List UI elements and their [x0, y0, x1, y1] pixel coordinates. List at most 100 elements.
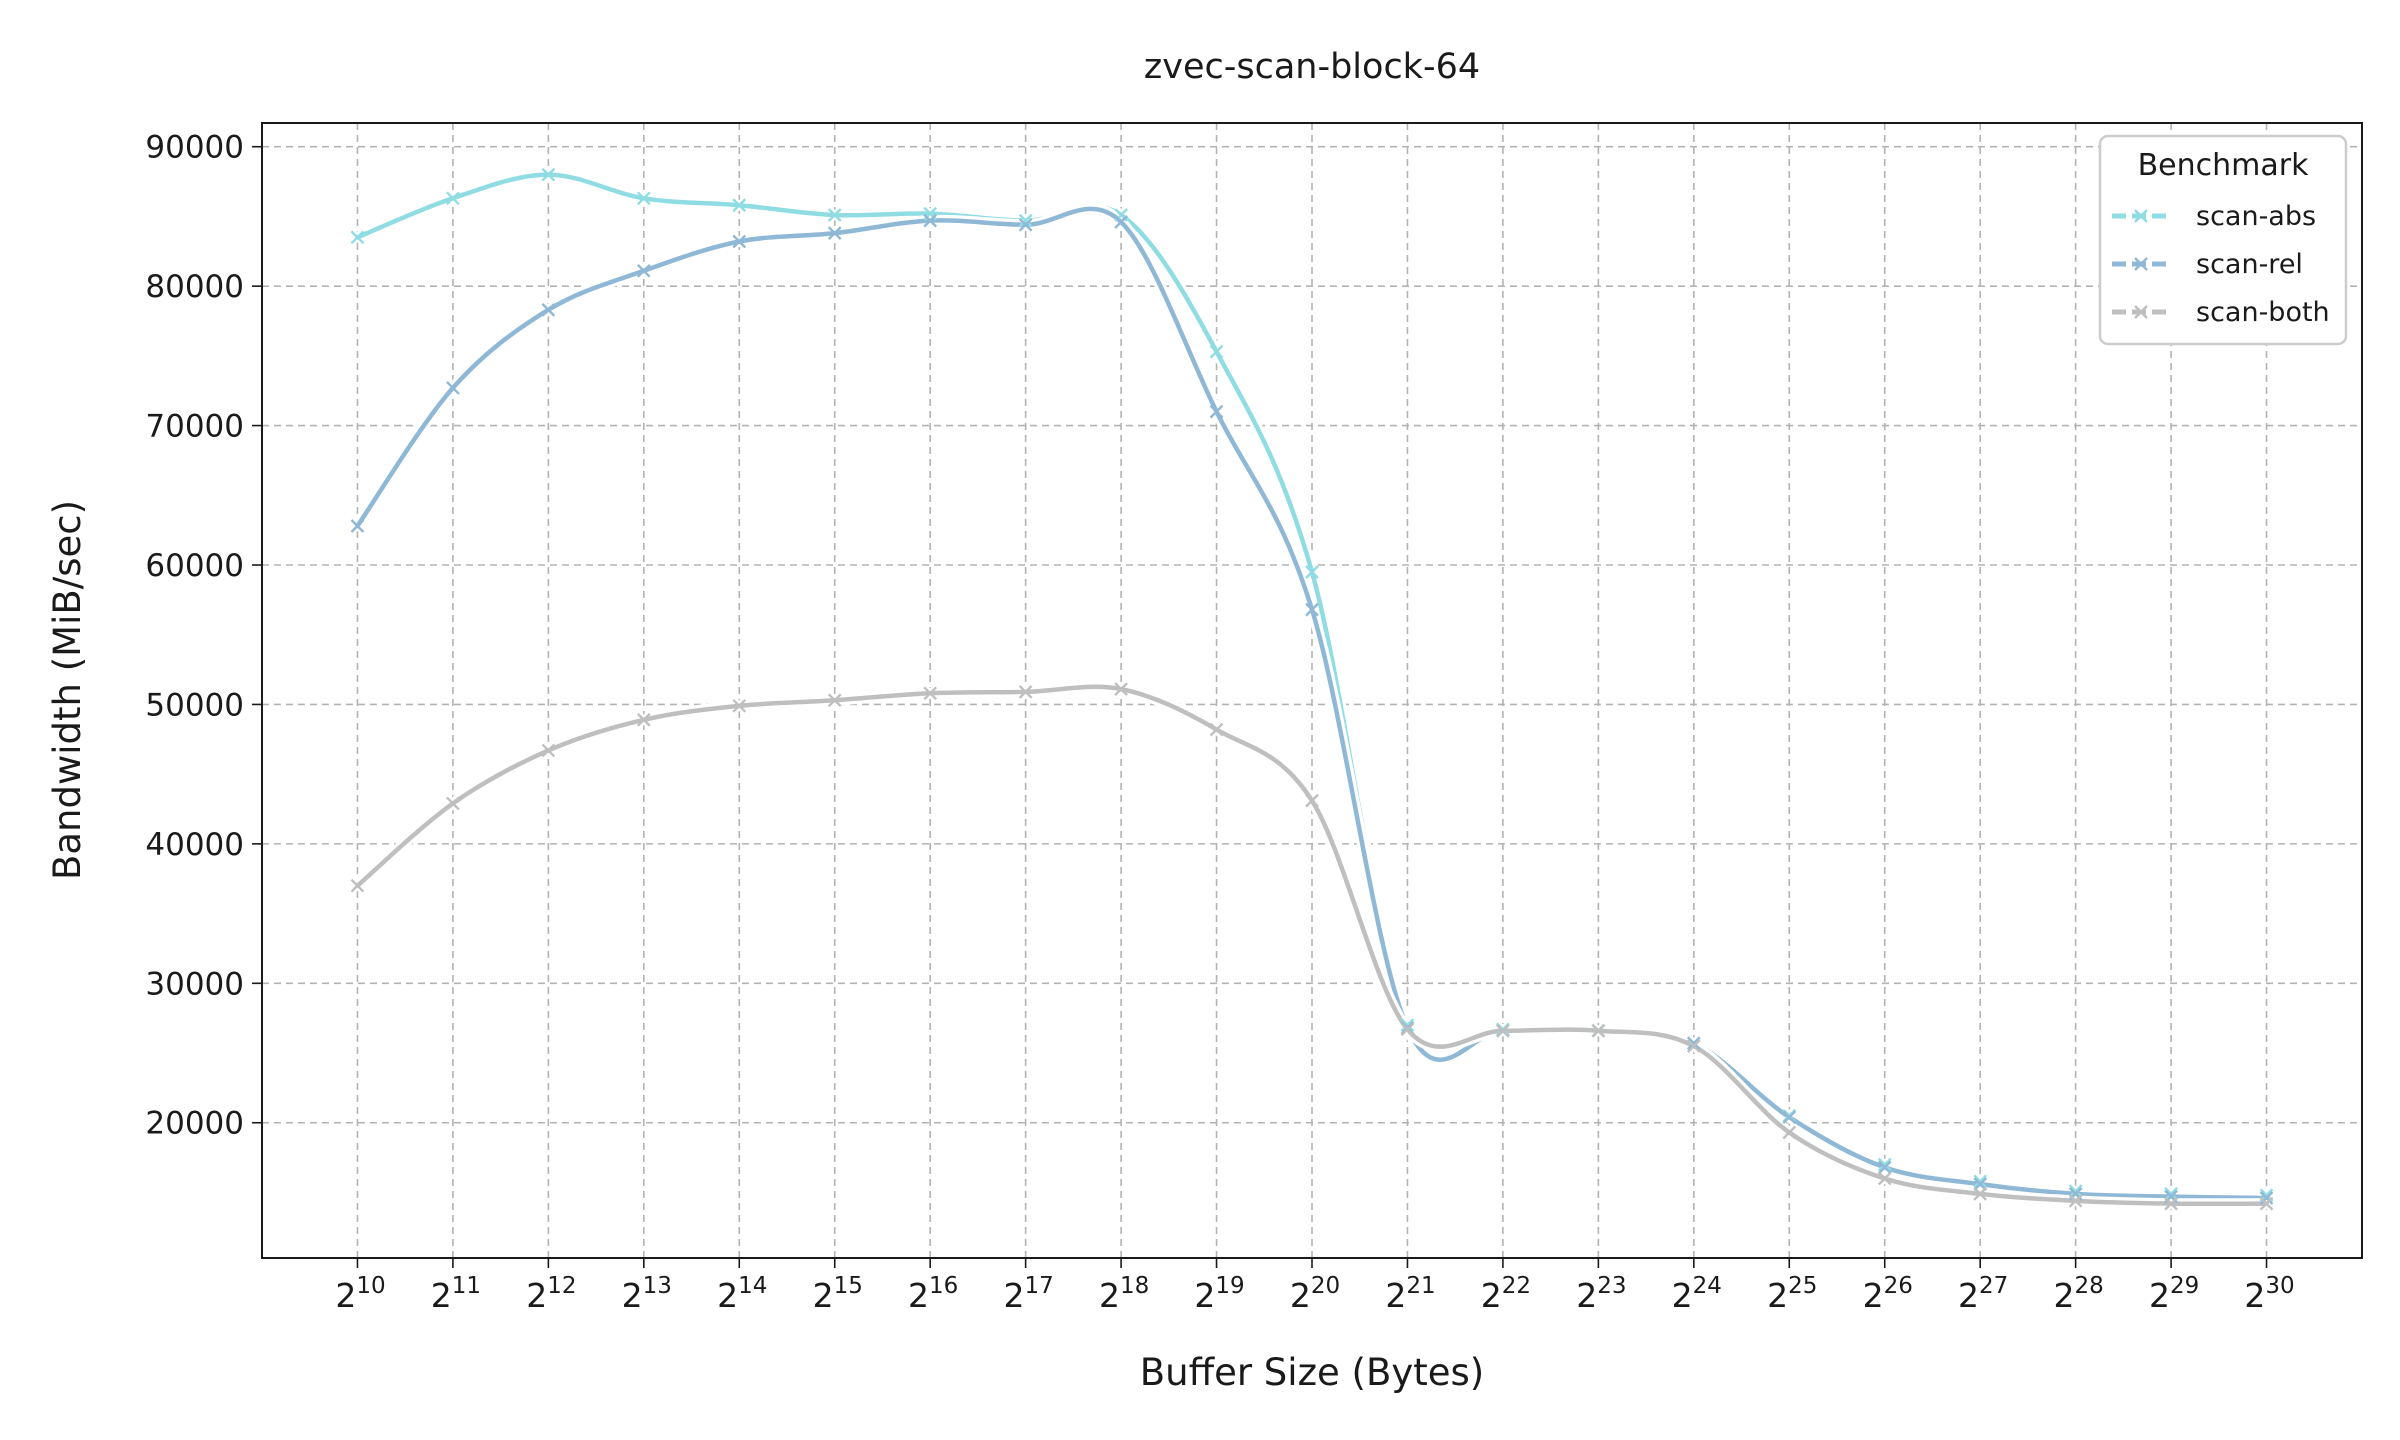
x-tick-label-exponent: 29	[2170, 1273, 2199, 1299]
data-point-scan-both	[1114, 682, 1128, 696]
x-tick-label: 210	[335, 1273, 385, 1315]
data-point-scan-rel	[827, 226, 842, 241]
x-tick-label: 216	[908, 1273, 958, 1315]
data-point-scan-both	[827, 693, 842, 708]
data-point-scan-rel	[1018, 217, 1033, 232]
x-tick-label-base: 2	[1194, 1276, 1215, 1315]
x-tick-label-exponent: 15	[834, 1273, 863, 1299]
data-point-scan-rel	[1114, 215, 1128, 229]
x-tick-label-exponent: 14	[738, 1273, 767, 1299]
x-tick-label-exponent: 28	[2074, 1273, 2103, 1299]
x-tick-label: 220	[1290, 1273, 1340, 1315]
y-tick-label: 30000	[145, 966, 244, 1002]
data-point-scan-both	[2259, 1196, 2274, 1211]
legend-label: scan-rel	[2196, 249, 2303, 280]
x-tick-label-exponent: 13	[643, 1273, 672, 1299]
x-tick-label-exponent: 23	[1597, 1273, 1626, 1299]
data-point-scan-abs	[1018, 213, 1033, 228]
legend-entries: scan-abs scan-rel scan-both	[2112, 201, 2330, 328]
legend-swatch-marker	[2134, 305, 2148, 319]
data-point-scan-both	[2068, 1193, 2083, 1208]
legend-entry-scan-rel: scan-rel	[2112, 249, 2303, 280]
x-tick-label-base: 2	[813, 1276, 834, 1315]
data-point-scan-abs	[2164, 1187, 2178, 1201]
x-tick-label: 212	[526, 1273, 576, 1315]
y-tick-label: 60000	[145, 548, 244, 584]
data-point-scan-both	[1686, 1039, 1701, 1053]
data-point-scan-rel	[2259, 1191, 2274, 1205]
data-point-scan-rel	[732, 234, 747, 249]
data-point-scan-both	[446, 796, 460, 811]
legend-label: scan-abs	[2196, 201, 2316, 232]
legend-title: Benchmark	[2138, 148, 2310, 183]
y-tick-label: 40000	[145, 827, 244, 863]
legend-entry-scan-both: scan-both	[2112, 297, 2330, 328]
data-point-scan-both	[732, 698, 747, 713]
data-point-scan-rel	[1209, 404, 1224, 419]
x-tick-label: 228	[2053, 1273, 2103, 1315]
x-tick-label-exponent: 10	[356, 1273, 385, 1299]
x-tick-label: 222	[1481, 1273, 1531, 1315]
data-point-scan-abs	[446, 191, 460, 206]
data-point-scan-both	[350, 878, 365, 893]
x-tick-label: 218	[1099, 1273, 1149, 1315]
data-point-scan-abs	[1877, 1157, 1892, 1172]
data-point-scan-rel	[541, 302, 556, 317]
data-point-scan-both	[2164, 1196, 2178, 1211]
x-tick-label: 213	[622, 1273, 672, 1315]
data-point-scan-rel	[1686, 1036, 1701, 1051]
x-tick-label-exponent: 16	[929, 1273, 958, 1299]
data-point-scan-abs	[1400, 1018, 1415, 1032]
legend-box	[2098, 134, 2348, 346]
data-point-scan-abs	[636, 191, 651, 206]
x-tick-label-exponent: 18	[1120, 1273, 1149, 1299]
data-point-scan-rel	[1782, 1110, 1797, 1125]
data-point-scan-rel	[923, 213, 938, 228]
x-tick-label-base: 2	[1576, 1276, 1597, 1315]
x-tick-label-base: 2	[1385, 1276, 1406, 1315]
x-tick-label: 226	[1863, 1273, 1913, 1315]
data-point-scan-both	[1018, 685, 1033, 699]
y-axis-ticks: 20000 30000 40000 50000 60000 70000 80000 90000	[145, 130, 262, 1142]
x-tick-label-base: 2	[1099, 1276, 1120, 1315]
x-tick-label-base: 2	[2244, 1276, 2265, 1315]
x-tick-label: 230	[2244, 1273, 2294, 1315]
x-tick-label-exponent: 12	[547, 1273, 576, 1299]
data-point-scan-abs	[1209, 344, 1224, 359]
data-point-scan-abs	[2068, 1184, 2083, 1198]
data-point-scan-both	[1591, 1023, 1606, 1038]
x-tick-label-exponent: 17	[1024, 1273, 1053, 1299]
data-point-scan-abs	[1305, 565, 1319, 579]
data-point-scan-abs	[732, 198, 747, 213]
x-tick-label-exponent: 19	[1215, 1273, 1244, 1299]
x-tick-label: 219	[1194, 1273, 1244, 1315]
x-tick-label: 223	[1576, 1273, 1626, 1315]
x-tick-label-exponent: 22	[1502, 1273, 1531, 1299]
legend-swatch-marker	[2134, 257, 2148, 271]
x-tick-label-base: 2	[1958, 1276, 1979, 1315]
x-tick-label: 221	[1385, 1273, 1435, 1315]
y-tick-label: 90000	[145, 130, 244, 166]
data-point-scan-rel	[636, 263, 651, 278]
data-point-scan-both	[923, 686, 938, 701]
y-tick-label: 20000	[145, 1106, 244, 1142]
legend-entry-scan-abs: scan-abs	[2112, 201, 2316, 232]
x-tick-label-base: 2	[1481, 1276, 1502, 1315]
legend: Benchmark scan-abs scan-rel scan-both	[2098, 134, 2348, 346]
x-tick-label-exponent: 25	[1788, 1273, 1817, 1299]
x-tick-label-base: 2	[431, 1276, 452, 1315]
x-tick-label: 217	[1003, 1273, 1053, 1315]
x-tick-label-base: 2	[717, 1276, 738, 1315]
x-tick-label-exponent: 20	[1311, 1273, 1340, 1299]
x-tick-label-exponent: 21	[1406, 1273, 1435, 1299]
series-line-scan-both	[355, 684, 2269, 1207]
x-tick-label: 227	[1958, 1273, 2008, 1315]
data-point-scan-both	[1400, 1022, 1415, 1037]
x-tick-label-base: 2	[2053, 1276, 2074, 1315]
data-point-scan-rel	[1973, 1177, 1988, 1191]
x-tick-label: 224	[1672, 1273, 1722, 1315]
data-point-scan-abs	[827, 208, 842, 222]
data-point-scan-both	[541, 743, 556, 758]
legend-label: scan-both	[2196, 297, 2330, 328]
